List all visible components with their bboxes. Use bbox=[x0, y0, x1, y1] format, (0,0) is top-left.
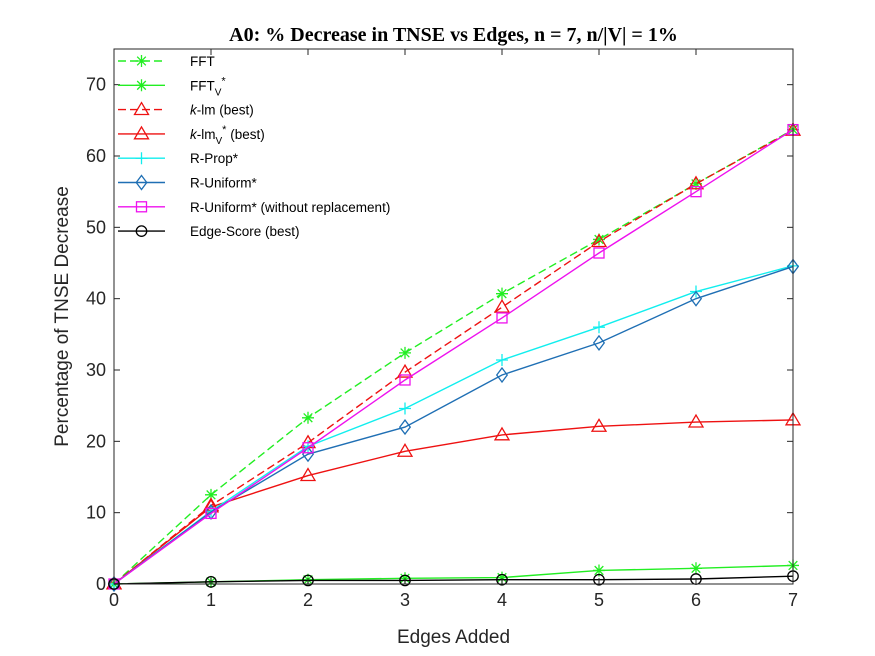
legend-marker bbox=[135, 55, 148, 67]
data-point bbox=[690, 562, 702, 575]
data-point bbox=[205, 488, 217, 501]
y-tick-label: 70 bbox=[86, 75, 106, 95]
x-tick-label: 7 bbox=[788, 590, 798, 610]
legend-marker bbox=[135, 152, 148, 165]
data-point bbox=[302, 442, 314, 454]
data-point bbox=[593, 321, 605, 334]
x-tick-label: 2 bbox=[303, 590, 313, 610]
legend-marker bbox=[133, 101, 150, 116]
series-line-6 bbox=[113, 129, 794, 585]
chart-title: A0: % Decrease in TNSE vs Edges, n = 7, … bbox=[229, 24, 678, 46]
x-tick-label: 6 bbox=[691, 590, 701, 610]
y-axis-label: Percentage of TNSE Decrease bbox=[52, 186, 73, 447]
x-tick-label: 3 bbox=[400, 590, 410, 610]
data-point bbox=[590, 233, 608, 248]
series-line-7 bbox=[113, 575, 794, 585]
legend-entry-5: R-Uniform* bbox=[118, 174, 258, 191]
data-point bbox=[302, 574, 314, 587]
data-point bbox=[495, 366, 509, 384]
legend-entry-1: FFTV* bbox=[118, 75, 226, 98]
plot-area bbox=[114, 49, 793, 584]
data-point bbox=[593, 247, 605, 259]
data-point bbox=[493, 426, 511, 441]
y-tick-label: 0 bbox=[96, 574, 106, 594]
data-point bbox=[590, 418, 608, 432]
data-point bbox=[396, 443, 414, 457]
data-point bbox=[593, 233, 605, 246]
data-point bbox=[496, 287, 508, 300]
legend-label: R-Prop* bbox=[190, 151, 239, 166]
legend-entry-6: R-Uniform* (without replacement) bbox=[118, 200, 390, 215]
legend-label: FFTV* bbox=[190, 75, 226, 98]
data-point bbox=[302, 411, 314, 424]
series-line-2 bbox=[113, 129, 794, 585]
legend-entry-4: R-Prop* bbox=[118, 151, 239, 166]
axes-box bbox=[113, 48, 794, 585]
data-point bbox=[205, 507, 217, 520]
series-line-4 bbox=[113, 265, 794, 585]
data-point bbox=[690, 177, 702, 190]
data-point bbox=[593, 573, 605, 586]
data-point bbox=[399, 574, 411, 587]
data-point bbox=[689, 290, 703, 307]
y-tick-label: 60 bbox=[86, 146, 106, 166]
legend-label: R-Uniform* bbox=[190, 176, 258, 191]
legend-entry-3: k-lmV* (best) bbox=[118, 124, 265, 147]
data-point bbox=[399, 374, 411, 386]
data-point bbox=[687, 175, 705, 190]
x-tick-label: 5 bbox=[594, 590, 604, 610]
data-point bbox=[496, 312, 508, 324]
data-point bbox=[496, 571, 508, 584]
y-tick-label: 20 bbox=[86, 431, 106, 451]
data-point bbox=[687, 413, 705, 428]
data-point bbox=[493, 298, 511, 313]
x-tick-label: 4 bbox=[497, 590, 507, 610]
legend-label: Edge-Score (best) bbox=[190, 224, 300, 239]
legend-marker bbox=[135, 225, 148, 237]
series-layer bbox=[105, 122, 802, 593]
legend-label: k-lmV* (best) bbox=[190, 124, 265, 147]
legend-marker bbox=[135, 201, 148, 213]
data-point bbox=[399, 346, 411, 359]
y-tick-label: 50 bbox=[86, 217, 106, 237]
data-point bbox=[299, 467, 317, 482]
legend: FFT FFTV* k-lm (best) k-lmV* (best) R-Prop* R… bbox=[118, 54, 390, 239]
legend-label: k-lm (best) bbox=[190, 103, 254, 118]
legend-label: FFT bbox=[190, 54, 215, 69]
data-point bbox=[396, 363, 414, 378]
data-point bbox=[593, 564, 605, 577]
x-tick-label: 0 bbox=[109, 590, 119, 610]
legend-marker bbox=[135, 79, 148, 92]
data-point bbox=[592, 334, 606, 351]
legend-entry-2: k-lm (best) bbox=[118, 101, 254, 118]
legend-entry-7: Edge-Score (best) bbox=[118, 224, 300, 239]
data-point bbox=[496, 354, 508, 367]
legend-marker bbox=[135, 174, 148, 191]
data-point bbox=[205, 576, 217, 588]
data-point bbox=[398, 418, 412, 436]
y-tick-label: 40 bbox=[86, 289, 106, 309]
data-point bbox=[399, 402, 411, 415]
x-tick-label: 1 bbox=[206, 590, 216, 610]
y-tick-label: 30 bbox=[86, 360, 106, 380]
y-tick-label: 10 bbox=[86, 503, 106, 523]
legend-marker bbox=[133, 125, 150, 140]
legend-entry-0: FFT bbox=[118, 54, 215, 69]
data-point bbox=[690, 186, 702, 198]
data-point bbox=[496, 573, 508, 586]
x-axis-label: Edges Added bbox=[397, 627, 510, 648]
data-point bbox=[301, 446, 315, 463]
legend-label: R-Uniform* (without replacement) bbox=[190, 200, 390, 215]
